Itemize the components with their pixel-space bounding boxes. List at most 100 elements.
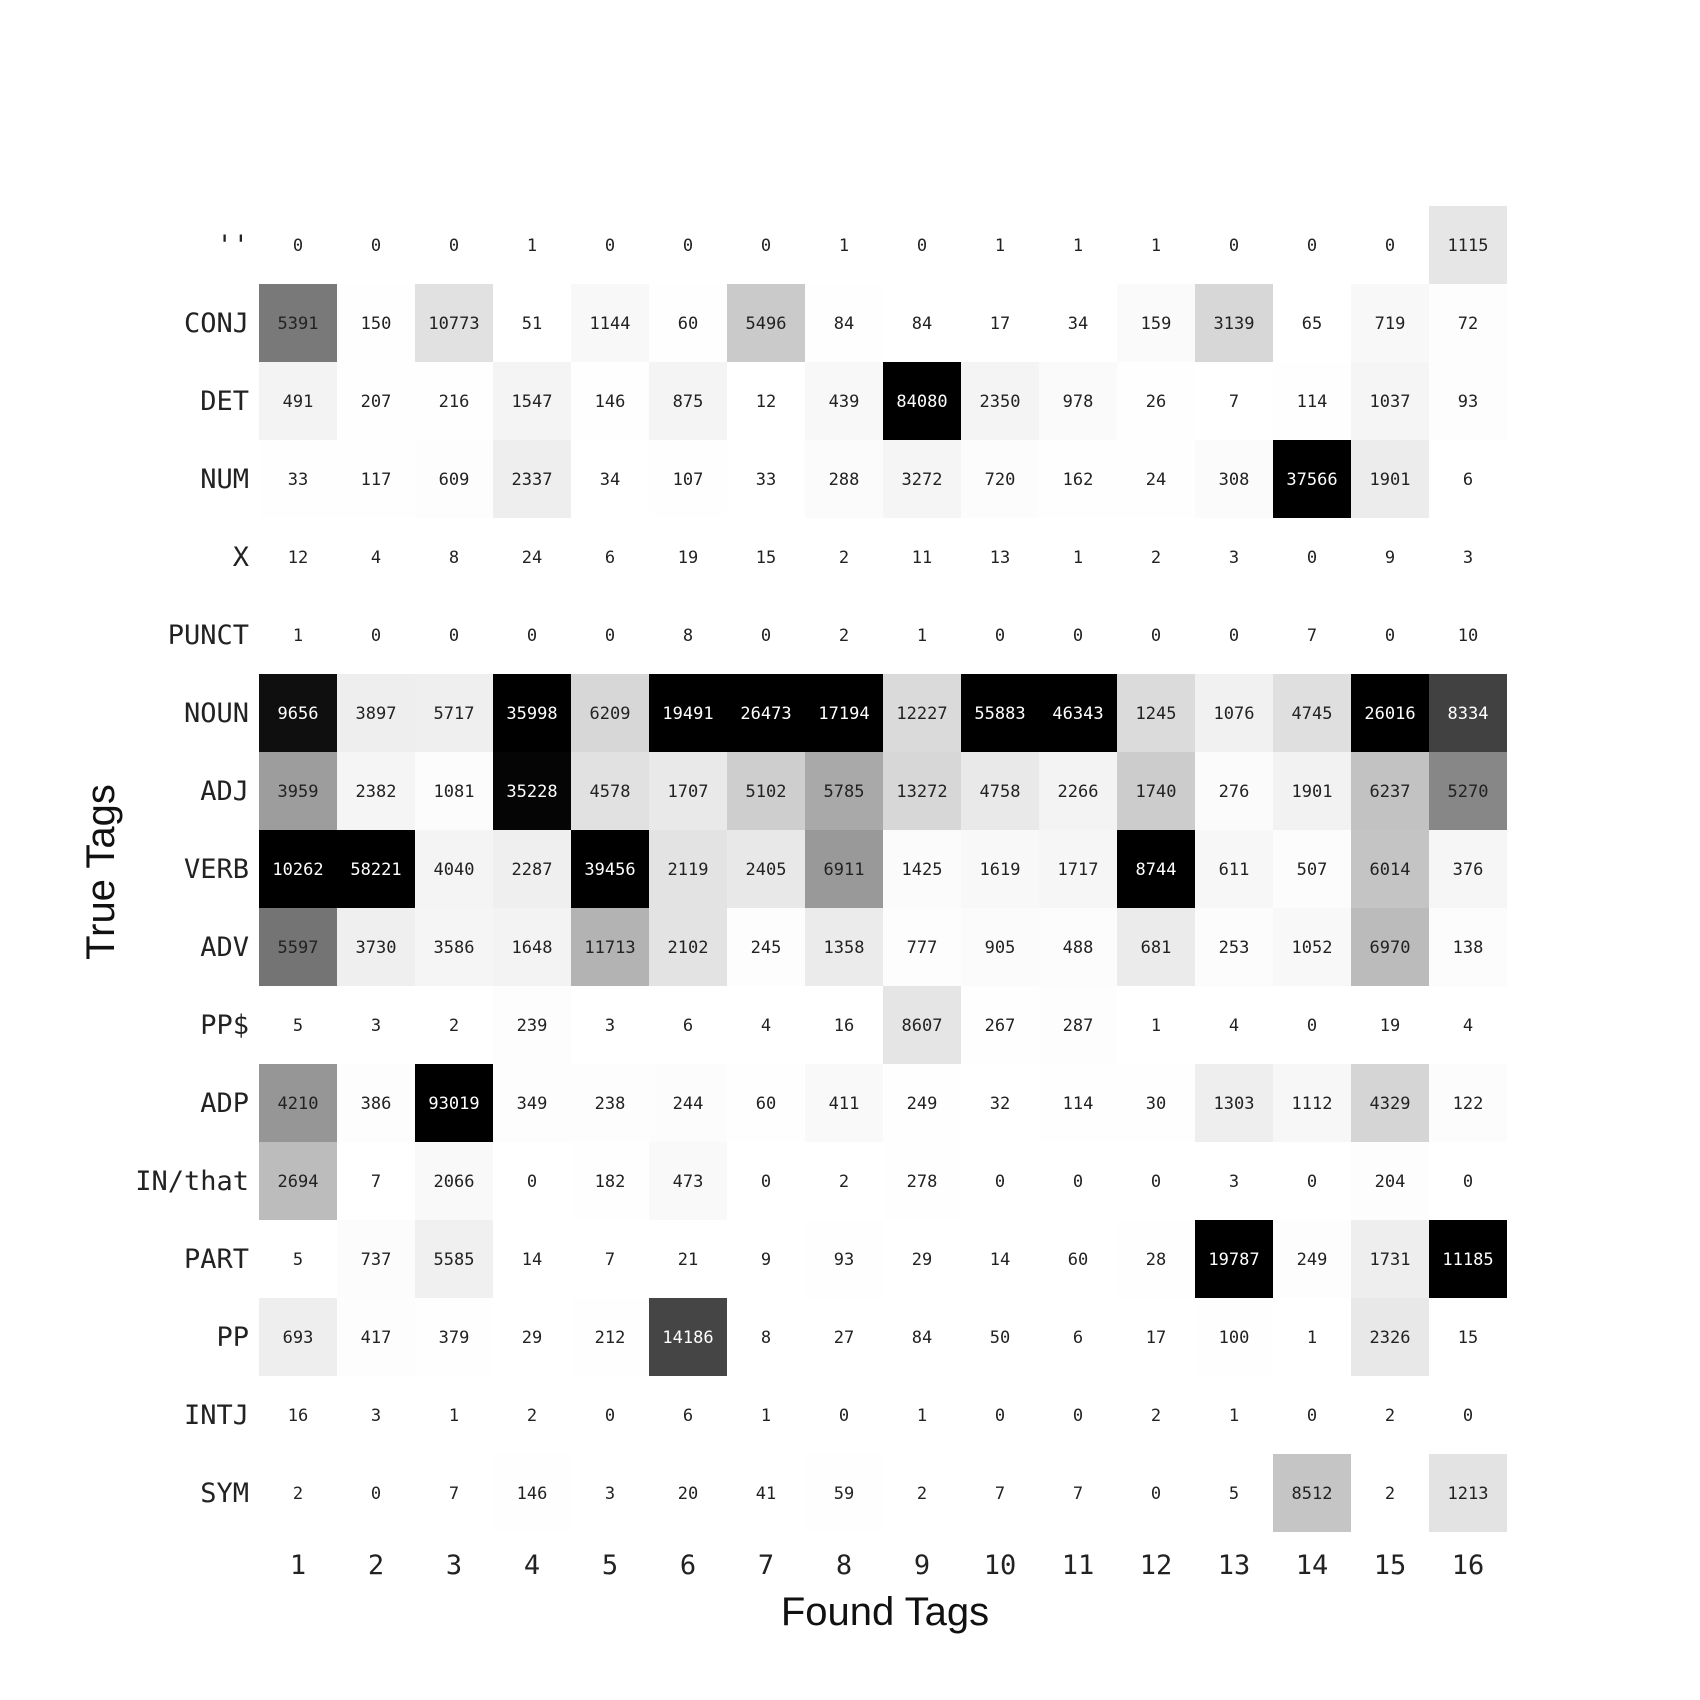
heatmap-cell: [337, 1220, 415, 1298]
heatmap-cell: [415, 1454, 493, 1532]
cell-value: 8: [683, 626, 693, 646]
cell-value: 7: [1229, 392, 1239, 412]
cell-value: 0: [917, 236, 927, 256]
cell-value: 1: [1151, 1016, 1161, 1036]
cell-value: 24: [522, 548, 542, 568]
heatmap-cell: [1039, 830, 1117, 908]
cell-value: 1: [1229, 1406, 1239, 1426]
cell-value: 0: [1151, 1484, 1161, 1504]
y-tick-label: ADJ: [200, 776, 249, 807]
heatmap-cell: [259, 1220, 337, 1298]
cell-value: 8: [761, 1328, 771, 1348]
cell-value: 9: [761, 1250, 771, 1270]
heatmap-cell: [259, 986, 337, 1064]
cell-value: 693: [283, 1328, 314, 1348]
heatmap-cell: [493, 206, 571, 284]
heatmap-cell: [1351, 362, 1429, 440]
heatmap-cell: [493, 596, 571, 674]
heatmap-cell: [1195, 908, 1273, 986]
heatmap-cell: [1117, 1064, 1195, 1142]
heatmap-cell: [571, 752, 649, 830]
heatmap-cell: [649, 908, 727, 986]
heatmap-cell: [337, 830, 415, 908]
cell-value: 7: [1073, 1484, 1083, 1504]
heatmap-cell: [805, 440, 883, 518]
cell-value: 0: [995, 1406, 1005, 1426]
heatmap-cell: [1039, 1298, 1117, 1376]
cell-value: 2: [917, 1484, 927, 1504]
cell-value: 2405: [746, 860, 787, 880]
heatmap-cell: [961, 830, 1039, 908]
cell-value: 39456: [584, 860, 635, 880]
cell-value: 182: [595, 1172, 626, 1192]
cell-value: 1: [1073, 236, 1083, 256]
cell-value: 349: [517, 1094, 548, 1114]
cell-value: 0: [761, 626, 771, 646]
heatmap-cell: [337, 518, 415, 596]
cell-value: 65: [1302, 314, 1322, 334]
heatmap-cell: [961, 1454, 1039, 1532]
heatmap-cell: [493, 752, 571, 830]
cell-value: 84: [912, 1328, 932, 1348]
heatmap-cell: [1195, 1142, 1273, 1220]
cell-value: 1: [293, 626, 303, 646]
heatmap-cell: [1351, 440, 1429, 518]
heatmap-cell: [883, 986, 961, 1064]
cell-value: 0: [1073, 1172, 1083, 1192]
heatmap-cell: [1117, 908, 1195, 986]
cell-value: 15: [756, 548, 776, 568]
cell-value: 238: [595, 1094, 626, 1114]
x-tick-label: 14: [1296, 1550, 1329, 1581]
heatmap-cell: [649, 440, 727, 518]
heatmap-cell: [649, 674, 727, 752]
heatmap-cell: [571, 674, 649, 752]
x-tick-label: 10: [984, 1550, 1017, 1581]
cell-value: 8607: [902, 1016, 943, 1036]
cell-value: 114: [1063, 1094, 1094, 1114]
heatmap-cell: [415, 1376, 493, 1454]
cell-value: 2: [527, 1406, 537, 1426]
heatmap-cell: [1117, 362, 1195, 440]
cell-value: 1717: [1058, 860, 1099, 880]
heatmap-cell: [493, 1298, 571, 1376]
heatmap-cell: [1273, 362, 1351, 440]
heatmap-cell: [961, 908, 1039, 986]
cell-value: 681: [1141, 938, 1172, 958]
heatmap-cell: [1195, 596, 1273, 674]
heatmap-cell: [805, 830, 883, 908]
heatmap-cell: [337, 1064, 415, 1142]
cell-value: 386: [361, 1094, 392, 1114]
y-tick-label: IN/that: [135, 1166, 249, 1197]
heatmap-cell: [883, 1064, 961, 1142]
heatmap-cell: [1273, 1064, 1351, 1142]
heatmap-cell: [649, 1298, 727, 1376]
heatmap-cell: [571, 284, 649, 362]
cell-value: 159: [1141, 314, 1172, 334]
heatmap-cell: [1429, 284, 1507, 362]
cell-value: 11: [912, 548, 932, 568]
cell-value: 4040: [434, 860, 475, 880]
heatmap-cell: [1117, 440, 1195, 518]
heatmap-cell: [493, 1064, 571, 1142]
cell-value: 3: [1463, 548, 1473, 568]
cell-value: 439: [829, 392, 860, 412]
heatmap-cell: [883, 284, 961, 362]
cell-value: 13272: [896, 782, 947, 802]
cell-value: 6911: [824, 860, 865, 880]
heatmap-cell: [805, 1220, 883, 1298]
cell-value: 1731: [1370, 1250, 1411, 1270]
cell-value: 207: [361, 392, 392, 412]
cell-value: 2: [1151, 1406, 1161, 1426]
cell-value: 6970: [1370, 938, 1411, 958]
heatmap-cell: [415, 986, 493, 1064]
heatmap-cell: [883, 362, 961, 440]
cell-value: 6: [1073, 1328, 1083, 1348]
heatmap-cell: [727, 362, 805, 440]
heatmap-cell: [805, 362, 883, 440]
heatmap-cell: [1117, 1220, 1195, 1298]
heatmap-cell: [805, 1454, 883, 1532]
heatmap-cell: [883, 1298, 961, 1376]
heatmap-cell: [1429, 752, 1507, 830]
heatmap-cell: [337, 674, 415, 752]
heatmap-cell: [1273, 1376, 1351, 1454]
